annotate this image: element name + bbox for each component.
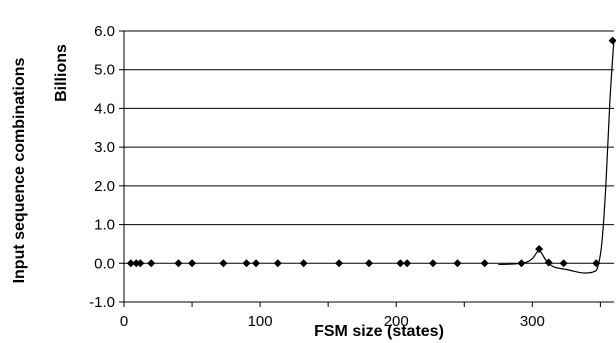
x-ticks: 0 100 200 300	[120, 302, 601, 330]
data-point	[592, 259, 601, 268]
data-point	[559, 259, 568, 268]
data-point	[335, 259, 344, 268]
x-axis-label: FSM size (states)	[314, 323, 444, 340]
x-tick-label: 300	[520, 313, 545, 330]
data-point	[242, 259, 251, 268]
y-tick-label: 5.0	[94, 62, 115, 79]
y-tick-label: 4.0	[94, 100, 115, 117]
data-point	[480, 259, 489, 268]
data-point	[132, 259, 141, 268]
y-axis-unit-label: Billions	[53, 44, 70, 102]
data-point	[403, 259, 412, 268]
data-point	[252, 259, 261, 268]
data-point	[396, 259, 405, 268]
data-point	[544, 258, 553, 267]
data-point	[188, 259, 197, 268]
y-tick-label: -1.0	[89, 294, 115, 311]
data-point	[136, 259, 145, 268]
y-tick-label: 1.0	[94, 217, 115, 234]
data-point	[453, 259, 462, 268]
data-point	[126, 259, 135, 268]
x-tick-label: 200	[384, 313, 409, 330]
gridlines	[124, 30, 614, 264]
trendline-curve	[498, 38, 615, 274]
data-point	[428, 259, 437, 268]
data-point	[219, 259, 228, 268]
trendline	[498, 38, 615, 274]
data-points	[126, 36, 616, 268]
data-point	[174, 259, 183, 268]
x-tick-label: 0	[120, 313, 128, 330]
data-point	[273, 259, 282, 268]
data-point	[535, 244, 544, 253]
y-tick-label: 6.0	[94, 23, 115, 40]
data-point	[299, 259, 308, 268]
y-ticks: -1.0 0.0 1.0 2.0 3.0 4.0 5.0 6.0	[89, 23, 124, 311]
y-tick-label: 3.0	[94, 139, 115, 156]
x-tick-label: 100	[248, 313, 273, 330]
data-point	[608, 36, 616, 45]
data-point	[365, 259, 373, 268]
y-tick-label: 0.0	[94, 255, 115, 272]
data-point	[147, 259, 156, 268]
y-tick-label: 2.0	[94, 178, 115, 195]
data-point	[517, 259, 526, 268]
y-axis-label: Input sequence combinations	[11, 58, 28, 284]
